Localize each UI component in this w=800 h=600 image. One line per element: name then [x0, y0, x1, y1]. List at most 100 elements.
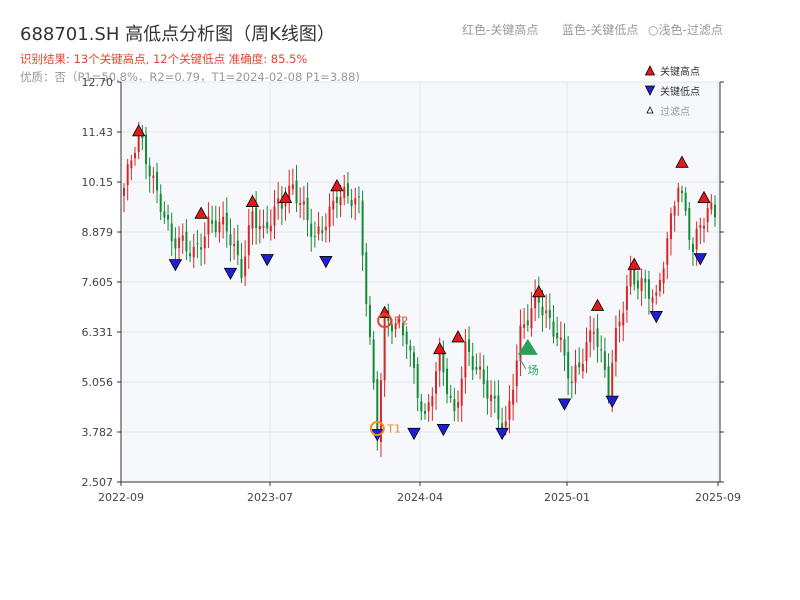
candle-body	[163, 211, 166, 218]
key-low-marker	[693, 253, 707, 266]
candle-body	[585, 342, 588, 362]
candle-body	[453, 399, 456, 412]
key-low-marker	[605, 395, 619, 408]
legend-low-label: 关键低点	[660, 85, 700, 98]
t1-circle	[369, 421, 385, 437]
y-tick-label: 7.605	[82, 276, 114, 289]
candle-body	[343, 186, 346, 199]
x-tick-label: 2023-07	[247, 491, 293, 504]
candle-body	[530, 308, 533, 329]
key-high-marker	[675, 155, 689, 168]
candle-body	[174, 238, 177, 249]
key-high-marker	[245, 194, 260, 207]
candle-body	[192, 246, 195, 258]
key-low-marker	[260, 254, 274, 267]
candle-body	[137, 128, 140, 153]
axes: 2.507 3.782 5.056 6.331 7.605 8.879 10.15 11.43…	[82, 76, 741, 504]
key-high-marker	[132, 124, 146, 137]
candle-body	[662, 268, 665, 284]
legend-high-label: 关键高点	[660, 65, 700, 78]
y-tick-label: 3.782	[82, 426, 114, 439]
candle-body	[625, 286, 628, 310]
candle-body	[361, 200, 364, 256]
candle-body	[152, 175, 155, 178]
candle-body	[706, 207, 709, 223]
candle-body	[159, 193, 162, 212]
result-summary: 识别结果: 13个关键高点, 12个关键低点 准确度: 85.5%	[20, 52, 308, 66]
key-low-marker	[495, 427, 509, 441]
candle-body	[504, 421, 507, 427]
candle-body	[317, 226, 320, 234]
candle-body	[258, 225, 261, 230]
candle-body	[526, 320, 529, 326]
candle-body	[603, 351, 606, 370]
candle-body	[339, 197, 342, 206]
candle-body	[622, 313, 625, 326]
candle-body	[299, 202, 302, 206]
y-tick-label: 12.70	[82, 76, 114, 89]
candle-body	[666, 238, 669, 265]
candle-body	[346, 183, 349, 197]
key-low-marker	[223, 267, 238, 281]
candle-body	[222, 216, 225, 225]
candle-body	[324, 226, 327, 231]
candle-body	[633, 269, 636, 285]
y-tick-label: 5.056	[82, 376, 114, 389]
candle-body	[636, 280, 639, 289]
market-pointer	[519, 358, 527, 370]
x-tick-label: 2024-04	[397, 491, 443, 504]
candle-body	[497, 395, 500, 420]
candle-body	[126, 164, 129, 186]
candle-body	[468, 339, 471, 353]
candle-body	[424, 411, 427, 414]
candle-body	[519, 325, 522, 362]
candle-body	[211, 220, 214, 224]
candle-body	[493, 395, 496, 399]
candle-body	[651, 297, 654, 303]
candle-body	[207, 216, 210, 235]
candle-body	[647, 279, 650, 299]
candle-body	[592, 332, 595, 334]
legend-filtered-icon	[646, 106, 654, 114]
legend: 关键高点 关键低点 过滤点	[644, 65, 700, 118]
candle-body	[328, 206, 331, 227]
candle-body	[688, 208, 691, 240]
candle-body	[185, 231, 188, 252]
candles	[123, 121, 716, 457]
key-high-marker	[590, 298, 605, 311]
candle-body	[691, 243, 694, 252]
legend-blue-text: 蓝色-关键低点	[562, 23, 639, 37]
t1-label: T1	[386, 423, 401, 436]
key-high-marker	[451, 330, 465, 343]
candle-body	[291, 184, 294, 190]
candle-body	[486, 380, 489, 399]
candle-body	[457, 402, 460, 408]
candle-body	[379, 380, 382, 442]
candle-body	[644, 278, 647, 283]
candle-body	[567, 351, 570, 379]
key-high-marker	[627, 257, 641, 270]
candle-body	[189, 253, 192, 257]
candle-body	[438, 347, 441, 371]
candle-body	[401, 322, 404, 336]
candle-body	[614, 327, 617, 362]
candle-body	[541, 306, 544, 316]
candle-body	[266, 222, 269, 229]
candle-body	[578, 362, 581, 368]
candle-body	[335, 196, 338, 203]
candle-body	[412, 352, 415, 368]
candle-body	[390, 324, 393, 332]
candle-body	[302, 201, 305, 205]
key-high-marker	[697, 190, 711, 204]
candle-body	[365, 252, 368, 305]
candle-body	[589, 330, 592, 343]
candle-body	[640, 278, 643, 292]
candle-body	[313, 236, 316, 238]
candle-body	[181, 235, 184, 241]
candle-body	[442, 350, 445, 373]
candle-body	[273, 206, 276, 226]
t2-circle	[377, 313, 393, 329]
candle-body	[695, 228, 698, 250]
candle-body	[130, 160, 133, 169]
candle-body	[145, 134, 148, 165]
